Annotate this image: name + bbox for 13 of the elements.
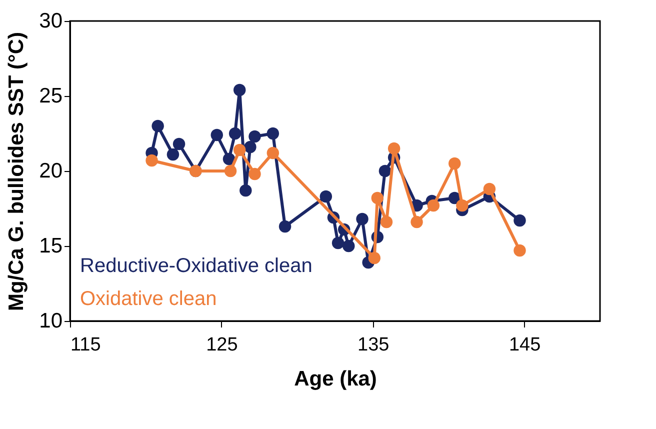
- y-tick-label: 25: [39, 84, 62, 108]
- y-axis-title: Mg/Ca G. bulloides SST (°C): [5, 32, 28, 312]
- x-tick-label: 135: [358, 334, 390, 356]
- y-tick-label: 10: [39, 310, 62, 332]
- series-label: Reductive-Oxidative clean: [80, 255, 312, 277]
- y-tick-label: 30: [39, 10, 62, 32]
- x-tick-label: 145: [508, 334, 541, 356]
- x-tick-label: 125: [206, 334, 238, 356]
- x-tick-label: 115: [70, 334, 101, 356]
- y-tick-label: 20: [39, 160, 62, 182]
- y-tick-label: 15: [39, 234, 62, 258]
- x-axis-title: Age (ka): [294, 368, 377, 390]
- text: Oxidative clean: [80, 288, 217, 310]
